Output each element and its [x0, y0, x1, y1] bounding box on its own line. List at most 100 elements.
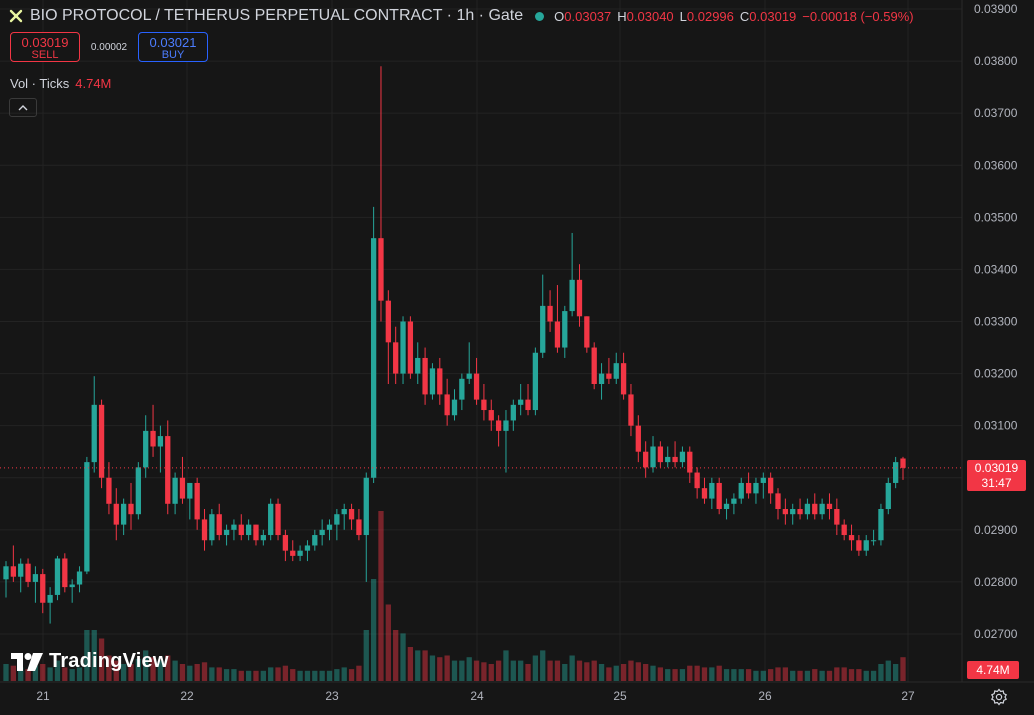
- sell-label: SELL: [31, 49, 59, 61]
- volume-bar: [870, 670, 877, 681]
- candle-body: [268, 503, 274, 536]
- volume-bar: [47, 667, 53, 681]
- candle-body: [437, 368, 443, 395]
- gear-icon[interactable]: [990, 688, 1008, 706]
- volume-bar: [40, 664, 46, 681]
- candle-body: [429, 368, 436, 395]
- candle-body: [473, 373, 480, 400]
- volume-bar: [834, 667, 840, 681]
- candle-body: [760, 477, 766, 483]
- volume-bar: [672, 669, 678, 681]
- volume-bar: [547, 660, 553, 681]
- candle-body: [503, 420, 509, 431]
- high-value: 0.03040: [626, 8, 674, 24]
- volume-bar: [473, 660, 480, 681]
- volume-bar: [113, 660, 119, 681]
- candle-body: [863, 540, 869, 551]
- collapse-legend-button[interactable]: [9, 98, 37, 117]
- volume-bar: [848, 669, 855, 681]
- candle-body: [870, 540, 877, 542]
- candle-body: [657, 446, 664, 463]
- volume-bar: [679, 669, 686, 681]
- volume-bar: [422, 650, 428, 681]
- volume-bar: [525, 664, 531, 681]
- candle-body: [179, 477, 186, 499]
- volume-bar: [76, 667, 83, 681]
- candle-body: [731, 498, 737, 504]
- volume-bar: [223, 669, 230, 681]
- volume-bar: [488, 664, 494, 681]
- candle-body: [150, 430, 156, 447]
- volume-bar: [503, 650, 509, 681]
- candle-body: [444, 394, 450, 416]
- volume-bar: [797, 670, 803, 681]
- volume-bar: [591, 660, 597, 681]
- volume-bar: [701, 667, 708, 681]
- volume-bar: [856, 669, 862, 681]
- volume-bar: [518, 660, 524, 681]
- candle-body: [576, 279, 583, 317]
- candle-body: [422, 357, 428, 395]
- candle-body: [76, 571, 83, 585]
- volume-bar: [348, 669, 355, 681]
- candle-body: [69, 584, 75, 588]
- volume-legend-value: 4.74M: [75, 76, 112, 91]
- volume-bar: [819, 670, 825, 681]
- market-status-dot: [535, 11, 545, 21]
- candle-body: [613, 363, 619, 379]
- volume-bar: [437, 657, 443, 681]
- volume-bar: [165, 655, 171, 681]
- candle-body: [260, 535, 266, 541]
- candle-body: [231, 524, 237, 530]
- candle-body: [62, 558, 68, 588]
- chart-header: BIO PROTOCOL / TETHERUS PERPETUAL CONTRA…: [8, 5, 914, 27]
- candle-body: [378, 238, 384, 301]
- volume-bar: [554, 660, 561, 681]
- candle-body: [282, 535, 289, 551]
- symbol-title[interactable]: BIO PROTOCOL / TETHERUS PERPETUAL CONTRA…: [30, 7, 524, 24]
- candle-body: [518, 399, 524, 405]
- y-tick-label: 0.02700: [974, 627, 1018, 641]
- tradingview-watermark[interactable]: TradingView: [11, 650, 169, 673]
- volume-bar: [201, 662, 208, 681]
- volume-bar: [341, 667, 347, 681]
- volume-legend[interactable]: Vol · Ticks 4.74M: [10, 76, 111, 91]
- candle-body: [341, 509, 347, 515]
- volume-bar: [106, 655, 112, 681]
- candle-body: [687, 451, 693, 473]
- x-tick-label: 23: [325, 689, 339, 703]
- volume-bar: [790, 670, 796, 681]
- y-tick-label: 0.03300: [974, 315, 1018, 329]
- candle-body: [120, 503, 127, 525]
- open-label: O: [554, 8, 565, 24]
- volume-bar: [69, 669, 75, 681]
- candle-body: [628, 394, 634, 426]
- candle-body: [635, 425, 641, 452]
- buy-button[interactable]: 0.03021 BUY: [138, 32, 208, 62]
- volume-bar: [135, 658, 141, 681]
- candle-body: [672, 456, 678, 463]
- y-tick-label: 0.03100: [974, 419, 1018, 433]
- ohlc-values: O0.03037 H0.03040 L0.02996 C0.03019 −0.0…: [554, 9, 913, 24]
- volume-bar: [275, 667, 281, 681]
- volume-bar: [326, 670, 333, 681]
- candle-body: [540, 305, 546, 353]
- candle-body: [554, 321, 561, 348]
- sell-button[interactable]: 0.03019 SELL: [10, 32, 80, 62]
- candles: [3, 66, 906, 624]
- volume-bar: [290, 669, 296, 681]
- volume-bar: [18, 667, 24, 681]
- volume-bar: [209, 667, 215, 681]
- volume-bar: [782, 667, 789, 681]
- volume-bar: [179, 664, 186, 681]
- volume-bar: [356, 665, 362, 681]
- candle-body: [312, 535, 318, 546]
- candle-body: [716, 482, 722, 509]
- volume-bar: [143, 650, 149, 681]
- tradingview-logo-icon: [11, 652, 43, 671]
- candle-body: [356, 519, 362, 536]
- volume-bar: [613, 665, 619, 681]
- candle-body: [834, 509, 840, 525]
